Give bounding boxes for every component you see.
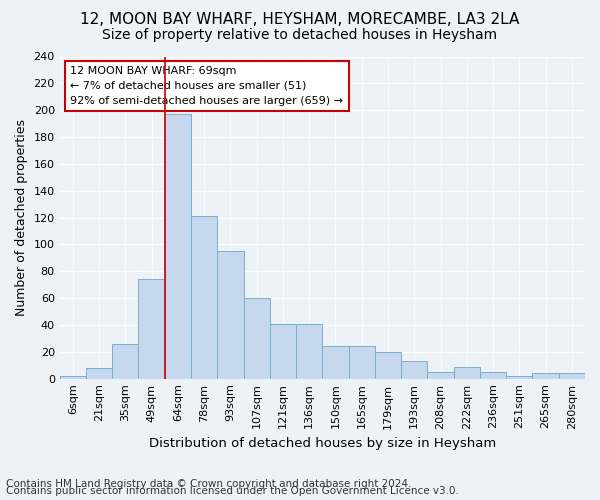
Bar — [86, 368, 112, 378]
Bar — [427, 372, 454, 378]
Bar — [375, 352, 401, 378]
Bar — [139, 280, 165, 378]
Bar — [165, 114, 191, 378]
Bar — [480, 372, 506, 378]
Bar — [244, 298, 270, 378]
Text: 12 MOON BAY WHARF: 69sqm
← 7% of detached houses are smaller (51)
92% of semi-de: 12 MOON BAY WHARF: 69sqm ← 7% of detache… — [70, 66, 343, 106]
Bar — [322, 346, 349, 378]
Bar — [506, 376, 532, 378]
Text: 12, MOON BAY WHARF, HEYSHAM, MORECAMBE, LA3 2LA: 12, MOON BAY WHARF, HEYSHAM, MORECAMBE, … — [80, 12, 520, 28]
Bar — [217, 251, 244, 378]
Bar — [296, 324, 322, 378]
Bar — [270, 324, 296, 378]
Bar — [454, 366, 480, 378]
Bar — [401, 361, 427, 378]
Bar — [559, 374, 585, 378]
Bar — [191, 216, 217, 378]
X-axis label: Distribution of detached houses by size in Heysham: Distribution of detached houses by size … — [149, 437, 496, 450]
Text: Size of property relative to detached houses in Heysham: Size of property relative to detached ho… — [103, 28, 497, 42]
Bar — [112, 344, 139, 378]
Bar — [532, 374, 559, 378]
Bar — [59, 376, 86, 378]
Bar — [349, 346, 375, 378]
Text: Contains HM Land Registry data © Crown copyright and database right 2024.: Contains HM Land Registry data © Crown c… — [6, 479, 412, 489]
Text: Contains public sector information licensed under the Open Government Licence v3: Contains public sector information licen… — [6, 486, 459, 496]
Y-axis label: Number of detached properties: Number of detached properties — [15, 119, 28, 316]
